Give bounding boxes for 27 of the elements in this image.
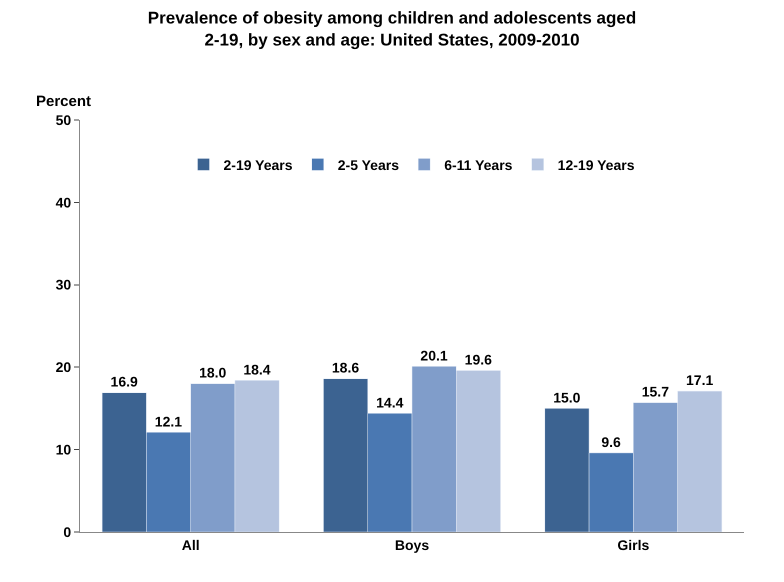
y-tick-label: 50 [56, 112, 72, 128]
text: 16.9 [110, 374, 138, 390]
y-tick-label: 40 [56, 194, 72, 210]
text: 15.7 [642, 384, 669, 400]
text: 17.1 [686, 372, 714, 388]
y-tick-label: 20 [56, 359, 72, 376]
legend-label: 2-5 Years [338, 156, 400, 173]
x-tick-label: Boys [394, 536, 430, 553]
y-tick-label: 0 [63, 524, 72, 540]
y-tick-label: 10 [56, 442, 72, 458]
legend-label: 6-11 Years [444, 156, 513, 173]
text: 18.4 [243, 361, 271, 378]
text: 14.4 [376, 394, 404, 410]
y-tick-label: 30 [56, 276, 72, 293]
text: 20.1 [420, 347, 448, 364]
text: 18.6 [332, 360, 360, 376]
y-axis-title: Percent [36, 93, 92, 110]
legend-label: 2-19 Years [224, 156, 293, 173]
chart-title: Prevalence of obesity among children and adolescents aged 2-19, by sex and age: United States, 2009-2010 [148, 8, 636, 50]
text: 12.1 [154, 413, 182, 430]
x-tick-label: All [182, 536, 200, 553]
x-tick-label: Girls [617, 536, 650, 553]
text: 18.0 [199, 364, 226, 381]
text: 19.6 [464, 352, 492, 368]
text: 9.6 [601, 434, 621, 450]
text: 15.0 [553, 389, 580, 406]
legend-label: 12-19 Years [558, 156, 635, 173]
